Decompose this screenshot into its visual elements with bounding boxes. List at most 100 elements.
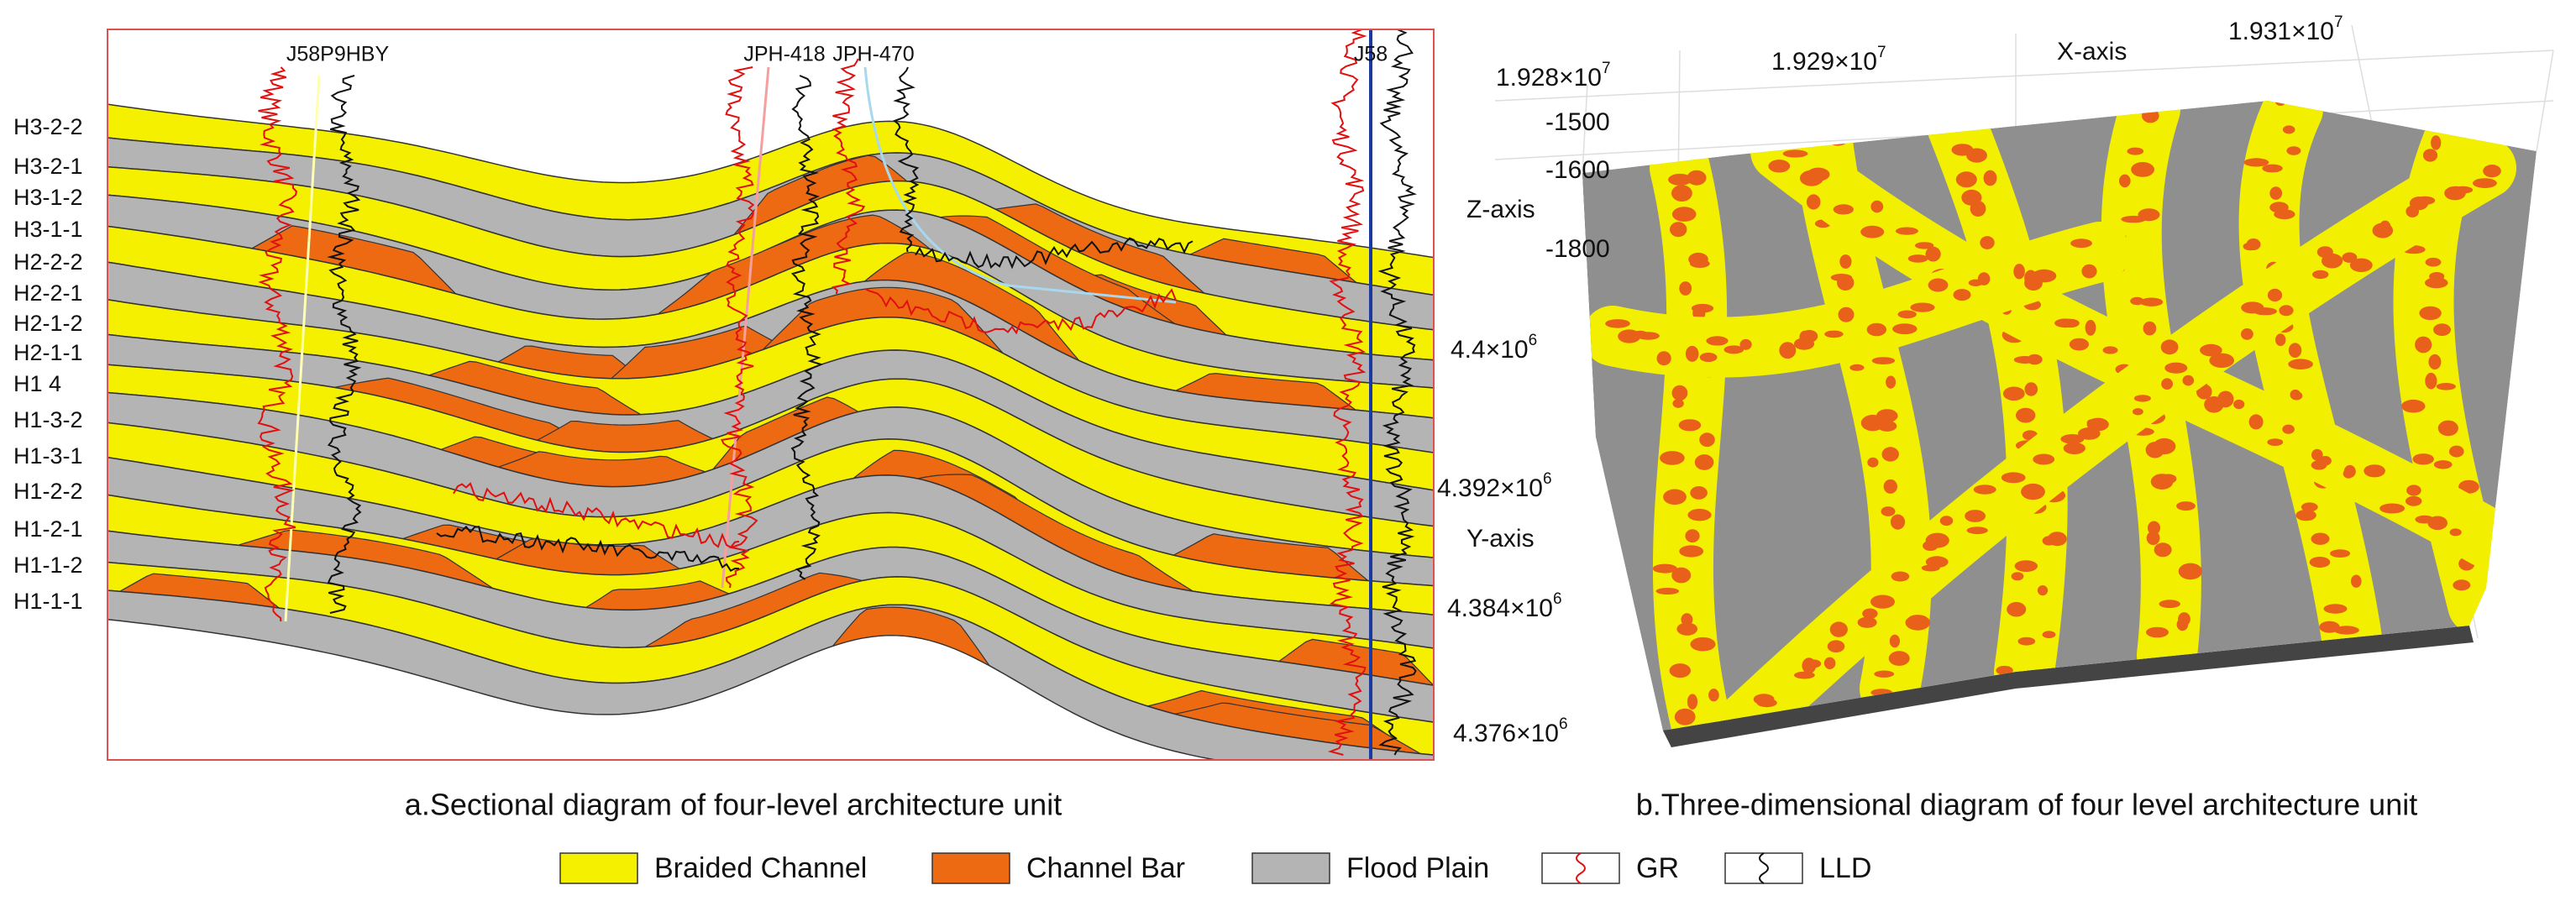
channel-bar [1794,671,1815,679]
channel-bar [1663,489,1687,506]
z-tick-label: -1600 [1545,156,1610,184]
well-log [436,525,740,573]
channel-bar [1833,204,1854,215]
channel-bar [2127,147,2144,155]
channel-bar [2070,238,2092,249]
channel-bar [1708,689,1719,702]
tick-base: 1.931×10 [2228,18,2334,45]
cube-surface [1582,101,2537,731]
channel-bar [1857,616,1877,628]
layer-label: H3-1-2 [13,185,83,210]
channel-bar [2159,600,2180,609]
legend-swatch [1251,852,1330,884]
tick-base: 4.384×10 [1447,595,1553,622]
channel-bar [2405,205,2419,217]
channel-bar [2081,264,2097,279]
channel-bar [1955,171,1977,188]
channel-bar [2150,474,2174,490]
legend-label: Channel Bar [1026,852,1185,884]
grid-line [1582,83,1588,174]
channel-bar [1679,281,1692,296]
channel-bar [2037,585,2049,596]
layer-label: H2-2-1 [13,280,83,306]
channel-bar [2330,549,2351,558]
tick-base: 4.4×10 [1451,336,1529,364]
channel-bar [1897,310,1917,319]
channel-bar [2013,356,2036,364]
well-log [721,66,758,589]
channel-bar [1694,454,1714,470]
channel-bar [1699,432,1715,448]
channel-bar [1871,357,1896,364]
well-name: J58P9HBY [286,43,390,66]
channel-bar [2415,336,2432,354]
tick-base: 1.929×10 [1771,48,1877,76]
channel-bar [1948,112,1974,128]
channel-bar [2295,509,2316,521]
axis-label: Z-axis [1466,196,1535,223]
channel-bar [1679,545,1704,558]
channel-bar [2069,338,2089,351]
channel-bar [1671,385,1688,401]
channel-bar [1689,259,1710,268]
axis-tick-label: 4.4×106 [1451,332,1537,364]
channel-bar [1826,129,1849,146]
channel-bar [2032,269,2057,283]
channel-bar [2014,560,2038,572]
channel-bar [1890,514,1906,530]
channel-bar [2483,165,2501,178]
tick-exp: 6 [1559,715,1568,733]
channel-bar [2274,209,2295,220]
braided-channel [1927,101,2068,702]
channel-bar [2275,333,2286,347]
channel-bar [2436,383,2456,390]
channel-bar [1905,615,1931,631]
channel-bar [2024,382,2038,396]
channel-bar [1801,329,1818,343]
channel-bar [1799,170,1823,186]
channel-bar [1973,485,1996,495]
channel-bar [1699,353,1718,362]
channel-bar [2312,270,2329,280]
channel-bar [1827,640,1845,652]
channel-bar [1779,342,1797,359]
axis-tick-label: 4.392×106 [1437,470,1552,502]
channel-bar [2133,395,2151,402]
legend-label: Braided Channel [654,852,867,884]
channel-bar [2349,258,2373,272]
well-log [864,288,1177,335]
axis-tick-label: 1.928×107 [1496,60,1611,92]
well-path [863,66,1177,304]
channel-bar [1802,657,1817,674]
z-tick-label: -1500 [1545,108,1610,136]
channel-bar [1881,447,1899,462]
channel-bar [2148,521,2160,535]
channel-bar [2412,453,2434,465]
layer-label: H2-1-2 [13,311,83,336]
channel-bar [1895,227,1918,235]
well-log [893,66,920,253]
layer-label: H3-2-1 [13,154,83,179]
channel-bar [2002,386,2025,401]
channel-bar [2290,389,2301,401]
channel-bar [2060,434,2085,444]
tick-base: 1.928×10 [1496,64,1602,92]
well-path [721,66,770,589]
axis-tick-label: 1.931×107 [2228,13,2343,45]
channel-bar [2241,328,2253,340]
channel-bar [2311,532,2330,545]
channel-bar [2422,149,2438,162]
legend-swatch [1541,852,1620,884]
layer-label: H1-2-1 [13,516,83,542]
channel-bar [1652,563,1677,574]
tick-base: 4.376×10 [1453,720,1559,747]
channel-bar [1996,665,2013,675]
well-log [257,66,297,622]
channel-bar [2458,479,2479,494]
tick-exp: 7 [2334,13,2343,31]
channel-bar [2146,626,2169,638]
cube-bottom [1663,626,2474,747]
channel-bar [1806,194,1821,210]
channel-bar [2021,483,2045,500]
channel-bar [2119,174,2131,188]
